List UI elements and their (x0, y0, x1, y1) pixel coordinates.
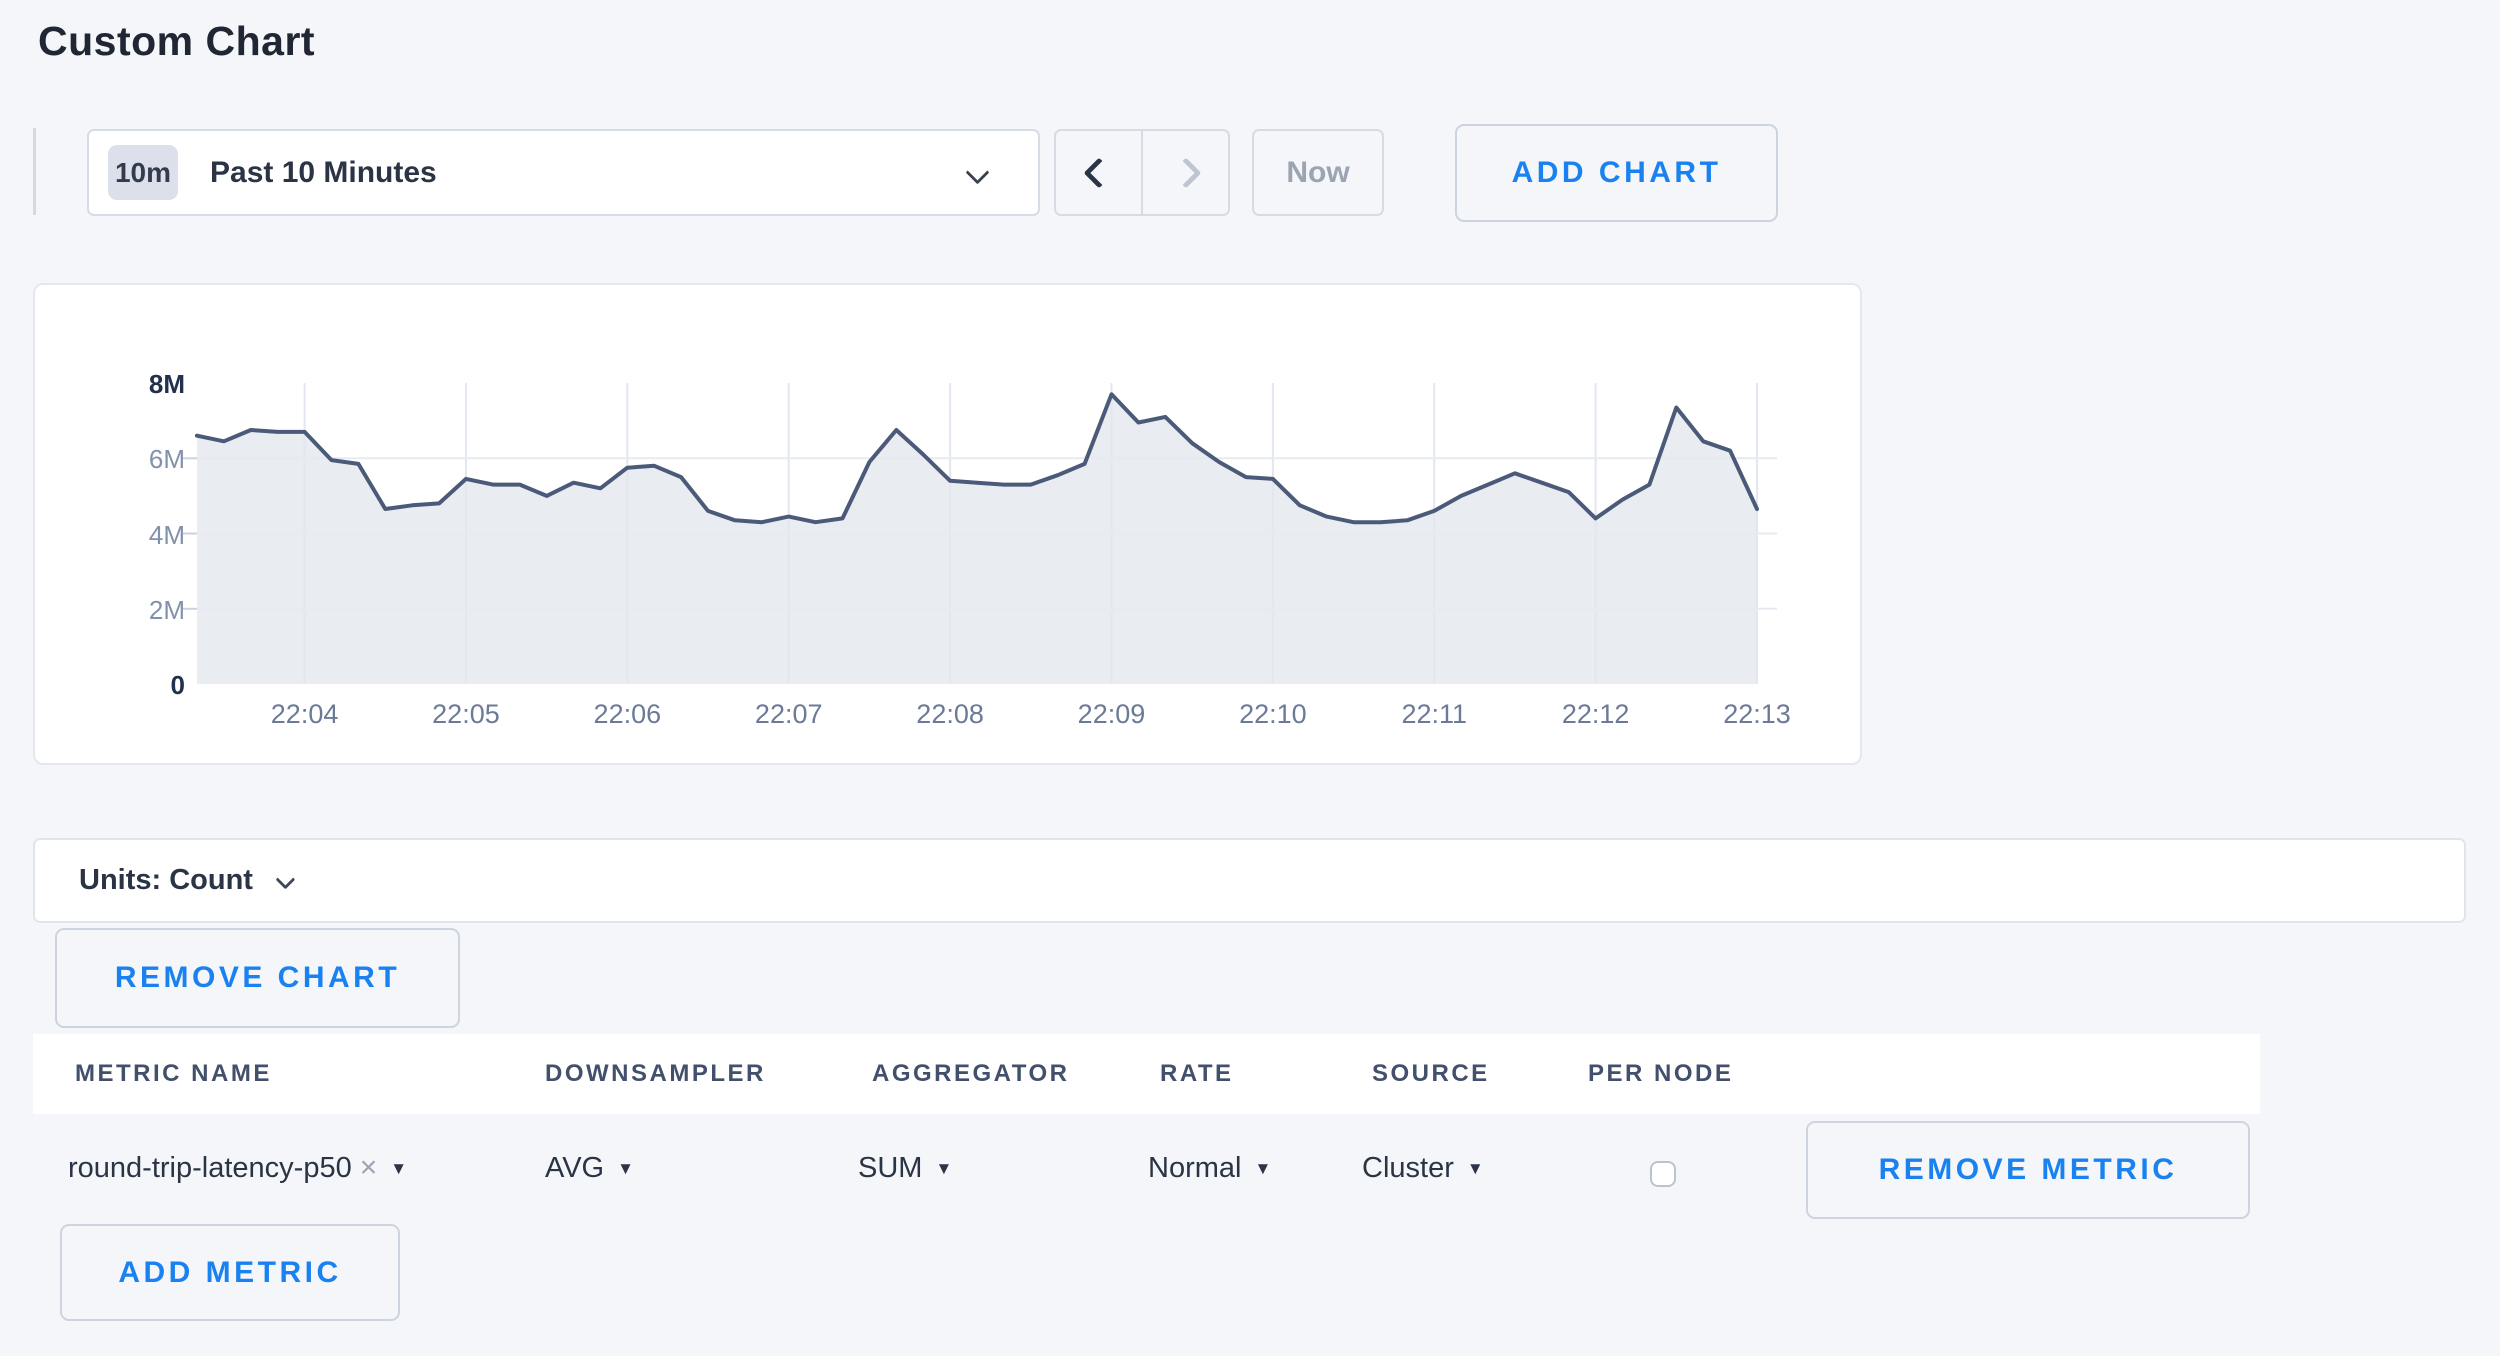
column-header-per-node: PER NODE (1588, 1060, 1734, 1087)
add-chart-button[interactable]: ADD CHART (1455, 124, 1778, 222)
caret-down-icon: ▼ (1466, 1159, 1484, 1178)
caret-down-icon: ▼ (1254, 1159, 1272, 1178)
caret-down-icon: ▼ (390, 1159, 408, 1178)
metric-name-value: round-trip-latency-p50 (68, 1151, 352, 1184)
y-tick-label: 2M (148, 594, 185, 625)
column-header-rate: RATE (1160, 1060, 1234, 1087)
column-header-aggregator: AGGREGATOR (872, 1060, 1070, 1087)
rate-dropdown[interactable]: Normal ▼ (1148, 1118, 1271, 1218)
downsampler-dropdown[interactable]: AVG ▼ (545, 1118, 634, 1218)
x-tick-label: 22:09 (1077, 699, 1146, 729)
next-time-button[interactable] (1141, 131, 1228, 214)
metric-name-dropdown[interactable]: round-trip-latency-p50 × ▼ (68, 1118, 407, 1218)
chevron-down-icon (275, 869, 296, 889)
y-tick-label: 8M (148, 369, 185, 399)
column-header-source: SOURCE (1372, 1060, 1490, 1087)
prev-time-button[interactable] (1056, 131, 1141, 214)
area-chart (183, 383, 1777, 684)
add-metric-button[interactable]: ADD METRIC (60, 1224, 400, 1321)
units-select[interactable]: Units: Count (33, 838, 2466, 923)
x-tick-label: 22:07 (754, 699, 823, 729)
x-tick-label: 22:11 (1401, 699, 1468, 729)
x-tick-label: 22:06 (593, 699, 662, 729)
x-tick-label: 22:13 (1723, 699, 1791, 729)
now-button[interactable]: Now (1252, 129, 1384, 216)
time-window-select[interactable]: 10m Past 10 Minutes (87, 129, 1040, 216)
x-tick-label: 22:12 (1561, 699, 1630, 729)
metrics-table-header: METRIC NAME DOWNSAMPLER AGGREGATOR RATE … (33, 1034, 2260, 1114)
y-tick-label: 6M (148, 444, 185, 475)
x-tick-label: 22:08 (916, 699, 984, 729)
rate-value: Normal (1148, 1151, 1242, 1184)
remove-chart-button[interactable]: REMOVE CHART (55, 928, 460, 1028)
source-dropdown[interactable]: Cluster ▼ (1362, 1118, 1484, 1218)
source-value: Cluster (1362, 1151, 1454, 1184)
chevron-left-icon (1082, 156, 1115, 189)
units-label: Units: Count (79, 864, 253, 896)
time-window-badge: 10m (108, 145, 178, 200)
time-nav-group (1054, 129, 1230, 216)
y-tick-label: 4M (148, 519, 185, 550)
caret-down-icon: ▼ (935, 1159, 953, 1178)
chevron-down-icon (965, 160, 990, 185)
x-tick-label: 22:10 (1239, 699, 1307, 729)
per-node-checkbox[interactable] (1650, 1161, 1676, 1187)
y-tick-label: 0 (170, 670, 185, 700)
chart-card: 0 2M 4M 6M 8M 22:04 22:05 22:06 22:07 22:08 22:09… (33, 283, 1862, 765)
aggregator-dropdown[interactable]: SUM ▼ (858, 1118, 952, 1218)
time-window-label: Past 10 Minutes (210, 155, 437, 189)
chevron-right-icon (1169, 156, 1202, 189)
x-tick-label: 22:04 (270, 699, 339, 729)
x-tick-label: 22:05 (432, 699, 500, 729)
close-icon[interactable]: × (359, 1151, 378, 1184)
column-header-metric-name: METRIC NAME (75, 1060, 272, 1087)
column-header-downsampler: DOWNSAMPLER (545, 1060, 766, 1087)
page-title: Custom Chart (38, 18, 316, 64)
downsampler-value: AVG (545, 1151, 605, 1184)
caret-down-icon: ▼ (617, 1159, 634, 1178)
aggregator-value: SUM (858, 1151, 923, 1184)
toolbar-left-divider (33, 128, 36, 215)
remove-metric-button[interactable]: REMOVE METRIC (1806, 1121, 2250, 1219)
